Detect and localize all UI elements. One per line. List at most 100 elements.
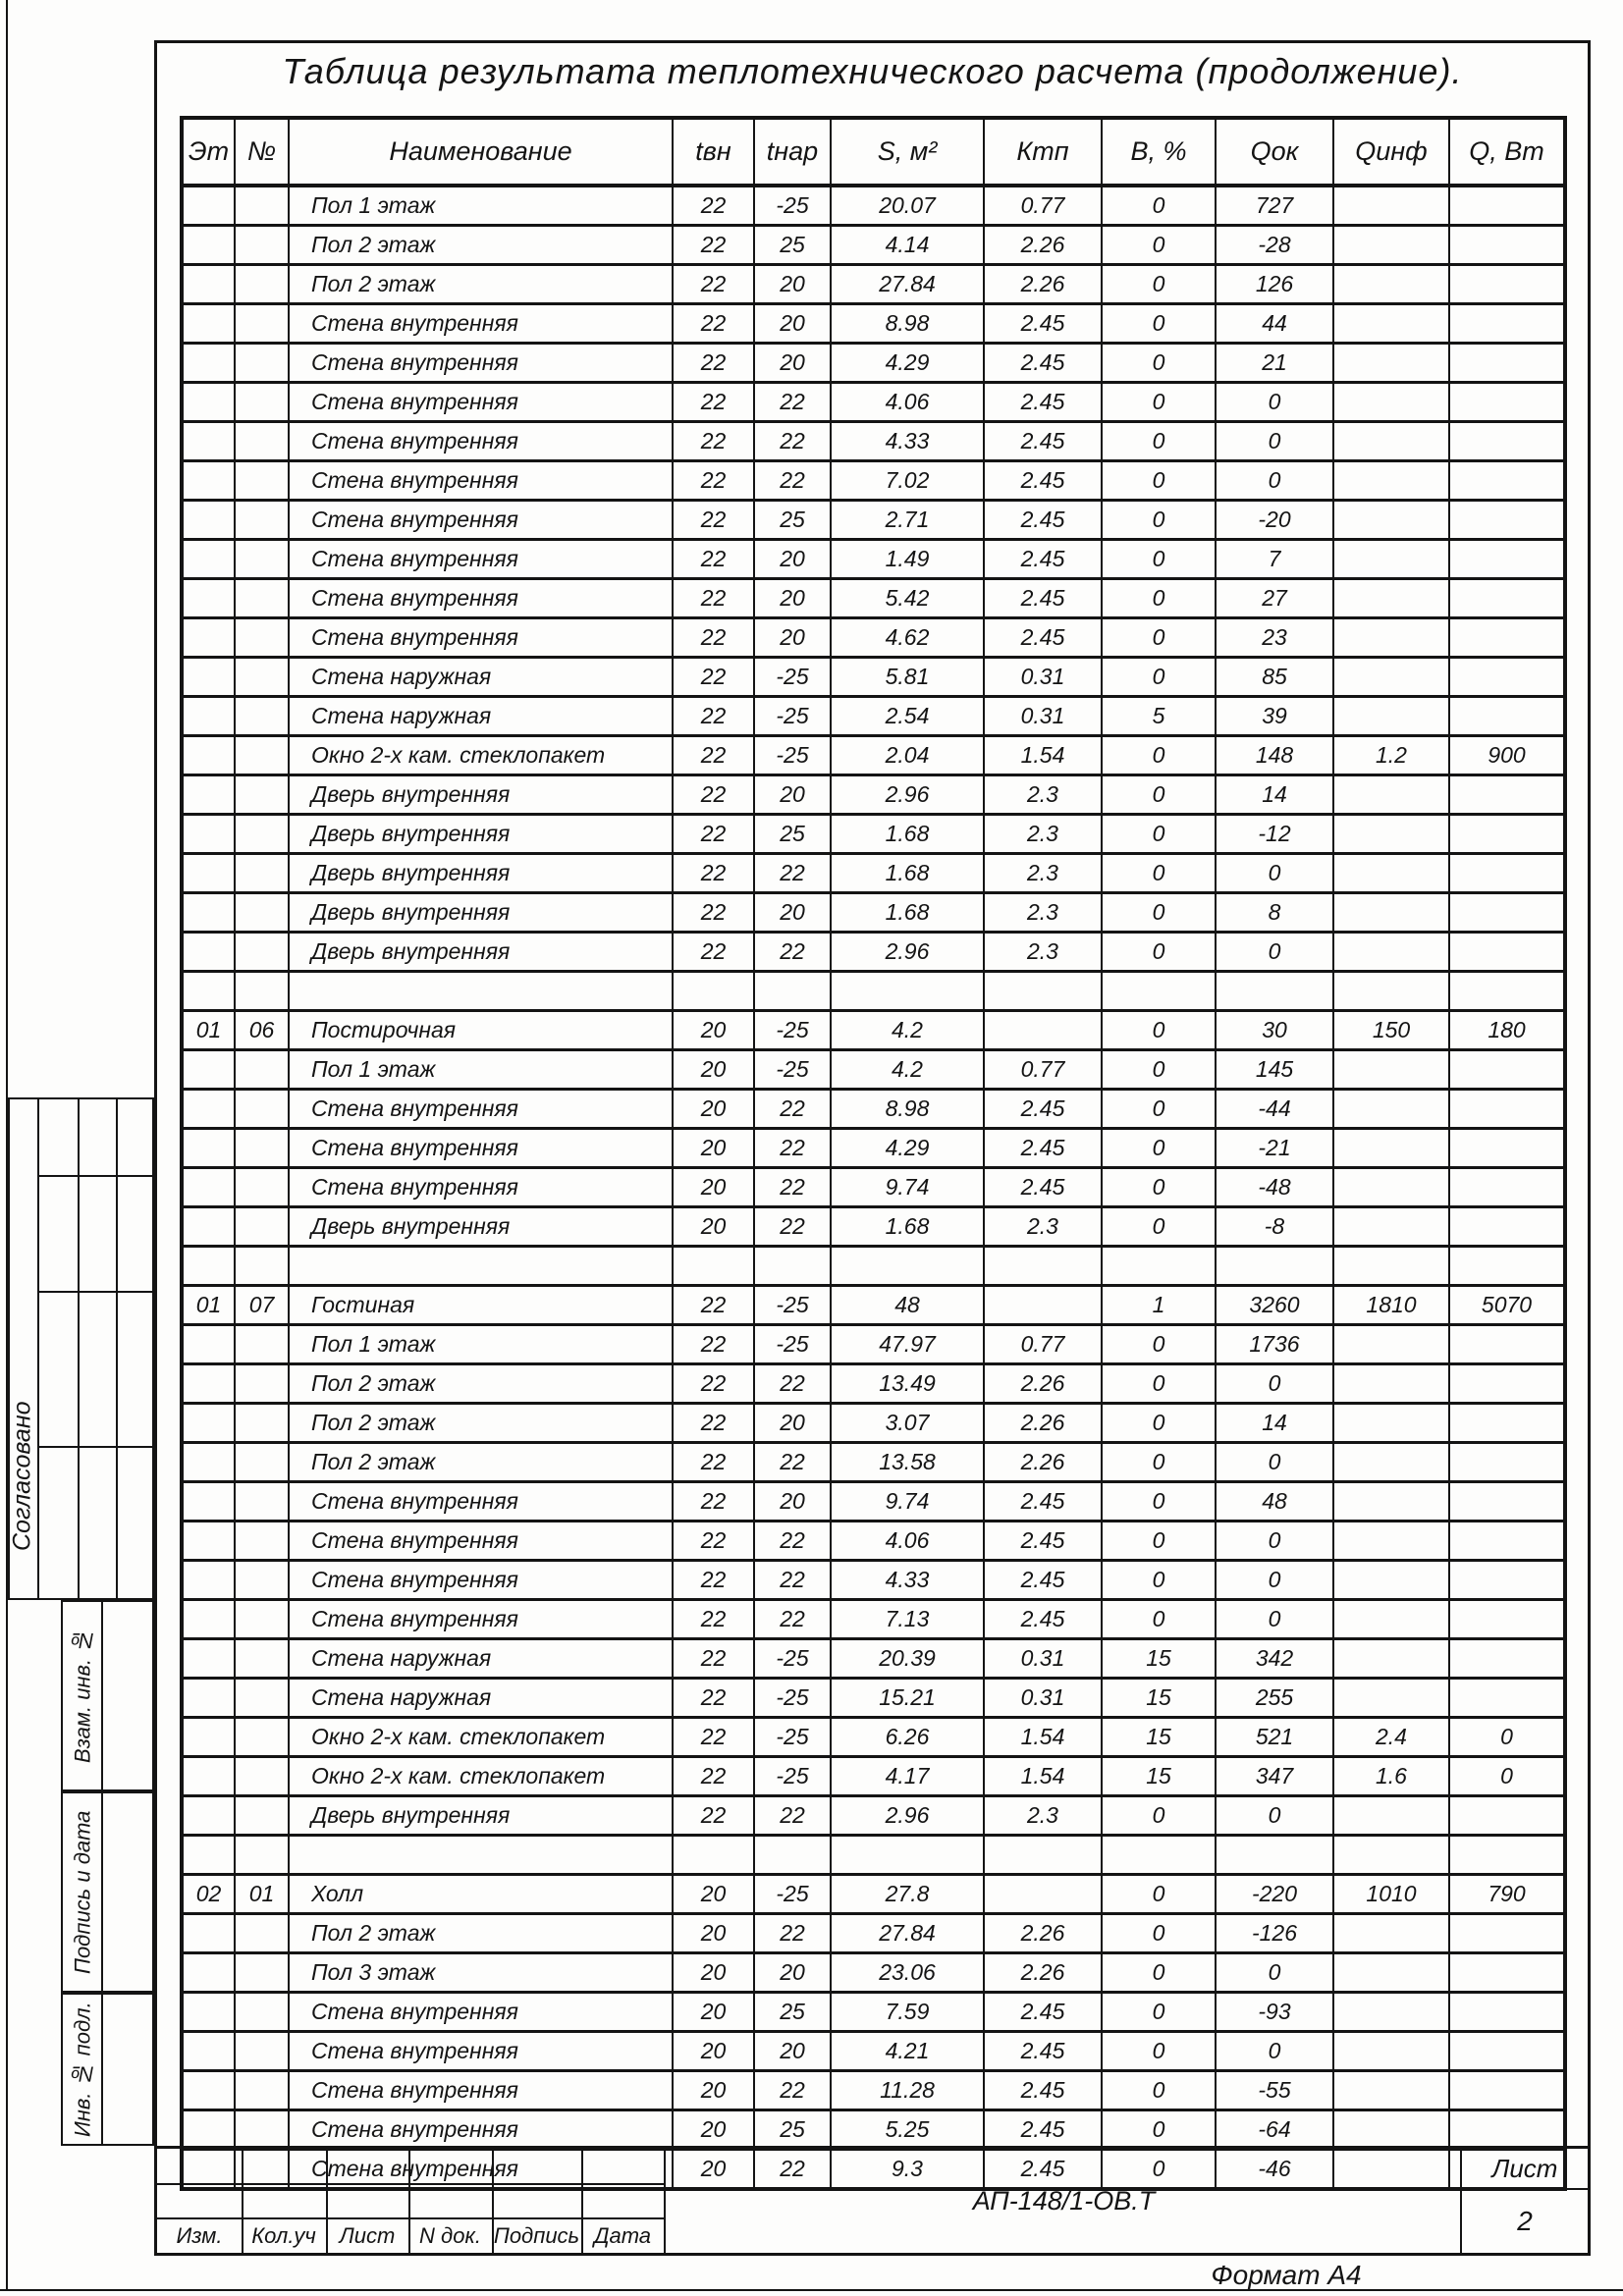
table-cell: 20: [672, 1166, 755, 1208]
table-cell: [234, 381, 290, 423]
table-cell: [1332, 1441, 1450, 1483]
table-cell: 2.45: [983, 302, 1103, 345]
table-cell: -44: [1215, 1088, 1334, 1130]
table-cell: 22: [672, 1480, 755, 1522]
table-cell: 1.49: [830, 538, 985, 580]
margin-box-soglasovano: Согласовано: [8, 1097, 154, 1600]
table-cell: [181, 224, 236, 266]
table-cell: 2.3: [983, 931, 1103, 973]
table-cell: 07: [234, 1284, 290, 1326]
table-cell: [181, 1991, 236, 2033]
table-cell: 22: [753, 1912, 832, 1954]
table-cell: [181, 1637, 236, 1680]
table-cell: [1448, 184, 1566, 227]
table-cell: 4.17: [830, 1755, 985, 1797]
table-row: Стена внутренняя 22 22 7.02 2.45 0 0: [181, 459, 1566, 502]
table-cell: [181, 1834, 236, 1876]
table-cell: [1332, 1794, 1450, 1837]
table-cell: Пол 1 этаж: [288, 1323, 674, 1365]
table-cell: -55: [1215, 2069, 1334, 2111]
table-cell: [181, 538, 236, 580]
sheet-number: 2: [1517, 2206, 1533, 2236]
table-cell: 4.21: [830, 2030, 985, 2072]
table-cell: 0: [1215, 931, 1334, 973]
table-cell: [181, 695, 236, 737]
table-cell: 0.77: [983, 184, 1103, 227]
table-cell: [181, 1912, 236, 1954]
revision-column-label: Лист: [339, 2223, 396, 2248]
table-cell: 0: [1215, 852, 1334, 894]
table-cell: 0: [1448, 1755, 1566, 1797]
table-cell: 1.68: [830, 852, 985, 894]
table-cell: [983, 1009, 1103, 1051]
table-cell: 20: [753, 774, 832, 816]
table-cell: 2.45: [983, 1088, 1103, 1130]
table-cell: 0: [1101, 459, 1217, 502]
column-header: В, %: [1101, 117, 1217, 187]
table-cell: 22: [753, 1088, 832, 1130]
table-cell: 22: [672, 1598, 755, 1640]
table-cell: -25: [753, 1048, 832, 1091]
table-cell: 48: [830, 1284, 985, 1326]
column-header: tвн: [672, 117, 755, 187]
table-cell: [1332, 695, 1450, 737]
table-cell: [1448, 1088, 1566, 1130]
table-row: Пол 1 этаж 22 -25 47.97 0.77 0 1736: [181, 1323, 1566, 1365]
table-cell: -21: [1215, 1127, 1334, 1169]
table-cell: 727: [1215, 184, 1334, 227]
table-cell: 2.71: [830, 499, 985, 541]
table-cell: 2.45: [983, 1127, 1103, 1169]
table-row: Пол 2 этаж 22 20 3.07 2.26 0 14: [181, 1402, 1566, 1444]
table-cell: [234, 1637, 290, 1680]
table-cell: 22: [672, 1520, 755, 1562]
table-cell: 145: [1215, 1048, 1334, 1091]
table-cell: -25: [753, 1677, 832, 1719]
table-cell: 0: [1101, 1794, 1217, 1837]
table-cell: 48: [1215, 1480, 1334, 1522]
table-cell: -220: [1215, 1873, 1334, 1915]
table-cell: 8.98: [830, 1088, 985, 1130]
table-cell: 7: [1215, 538, 1334, 580]
table-cell: 148: [1215, 734, 1334, 776]
table-cell: 22: [753, 852, 832, 894]
table-cell: 22: [672, 734, 755, 776]
table-cell: 0: [1101, 1048, 1217, 1091]
table-cell: 0: [1101, 1598, 1217, 1640]
table-cell: 13.49: [830, 1362, 985, 1405]
table-cell: [1448, 970, 1566, 1012]
table-cell: Пол 2 этаж: [288, 224, 674, 266]
table-cell: 44: [1215, 302, 1334, 345]
table-header-row: Эт № Наименование tвн tнар S, м² Ктп В, % Qок Qин…: [181, 117, 1566, 187]
table-cell: [234, 1441, 290, 1483]
table-cell: [234, 970, 290, 1012]
table-cell: 0: [1215, 1598, 1334, 1640]
table-cell: [1332, 2030, 1450, 2072]
table-cell: 20: [672, 2148, 755, 2191]
table-cell: 0: [1101, 184, 1217, 227]
table-cell: [181, 891, 236, 934]
table-row: Стена внутренняя 22 20 9.74 2.45 0 48: [181, 1480, 1566, 1522]
table-cell: 01: [181, 1284, 236, 1326]
table-cell: [983, 1284, 1103, 1326]
table-cell: 0: [1101, 1362, 1217, 1405]
table-cell: 0: [1101, 2069, 1217, 2111]
table-cell: 5.81: [830, 656, 985, 698]
table-cell: 22: [672, 342, 755, 384]
table-cell: 22: [753, 420, 832, 462]
table-cell: [181, 1048, 236, 1091]
table-cell: 2.45: [983, 342, 1103, 384]
results-table: Эт № Наименование tвн tнар S, м² Ктп В, % Qок Qин…: [180, 116, 1567, 2191]
table-cell: 20: [672, 1048, 755, 1091]
table-cell: [1332, 1205, 1450, 1248]
table-row: Стена внутренняя 22 22 4.33 2.45 0 0: [181, 420, 1566, 462]
table-cell: 0: [1101, 302, 1217, 345]
table-cell: [1332, 1951, 1450, 1994]
table-cell: 0: [1101, 1559, 1217, 1601]
table-cell: 2.45: [983, 2148, 1103, 2191]
table-cell: 2.4: [1332, 1716, 1450, 1758]
table-cell: [181, 1441, 236, 1483]
table-cell: 0: [1101, 616, 1217, 659]
table-cell: [1448, 1205, 1566, 1248]
column-header: Qинф: [1332, 117, 1450, 187]
table-cell: 5: [1101, 695, 1217, 737]
